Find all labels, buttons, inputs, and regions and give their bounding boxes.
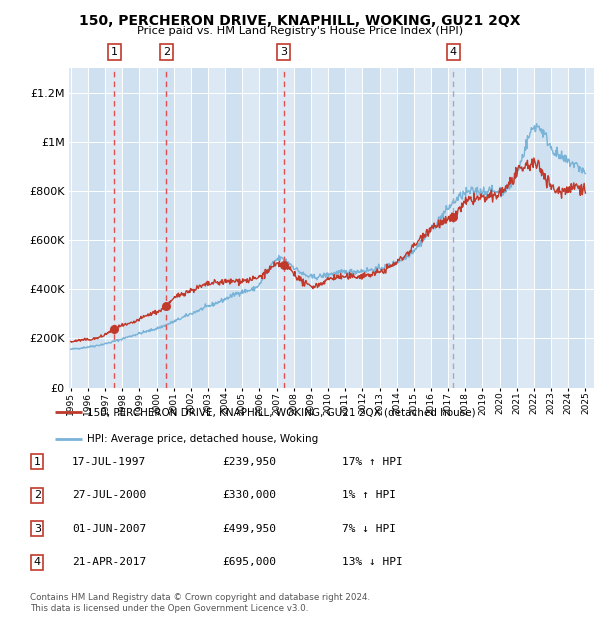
- Bar: [294, 68, 311, 388]
- Text: 3: 3: [280, 47, 287, 57]
- Text: 17% ↑ HPI: 17% ↑ HPI: [342, 457, 403, 467]
- Bar: [568, 68, 586, 388]
- Bar: [191, 68, 208, 388]
- Text: £239,950: £239,950: [222, 457, 276, 467]
- Text: 4: 4: [34, 557, 41, 567]
- Bar: [362, 68, 380, 388]
- Text: 21-APR-2017: 21-APR-2017: [72, 557, 146, 567]
- Bar: [431, 68, 448, 388]
- Bar: [88, 68, 105, 388]
- Text: 1% ↑ HPI: 1% ↑ HPI: [342, 490, 396, 500]
- Text: 7% ↓ HPI: 7% ↓ HPI: [342, 524, 396, 534]
- Text: 2: 2: [163, 47, 170, 57]
- Bar: [225, 68, 242, 388]
- Bar: [277, 68, 294, 388]
- Bar: [466, 68, 482, 388]
- Bar: [122, 68, 139, 388]
- Text: 1: 1: [34, 457, 41, 467]
- Text: £499,950: £499,950: [222, 524, 276, 534]
- Bar: [242, 68, 259, 388]
- Bar: [380, 68, 397, 388]
- Text: 2: 2: [34, 490, 41, 500]
- Bar: [414, 68, 431, 388]
- Bar: [500, 68, 517, 388]
- Text: Contains HM Land Registry data © Crown copyright and database right 2024.
This d: Contains HM Land Registry data © Crown c…: [30, 593, 370, 613]
- Text: 13% ↓ HPI: 13% ↓ HPI: [342, 557, 403, 567]
- Bar: [586, 68, 600, 388]
- Bar: [328, 68, 345, 388]
- Bar: [448, 68, 466, 388]
- Bar: [71, 68, 88, 388]
- Text: Price paid vs. HM Land Registry's House Price Index (HPI): Price paid vs. HM Land Registry's House …: [137, 26, 463, 36]
- Text: 3: 3: [34, 524, 41, 534]
- Text: 150, PERCHERON DRIVE, KNAPHILL, WOKING, GU21 2QX (detached house): 150, PERCHERON DRIVE, KNAPHILL, WOKING, …: [87, 407, 476, 417]
- Bar: [345, 68, 362, 388]
- Text: 4: 4: [450, 47, 457, 57]
- Bar: [105, 68, 122, 388]
- Bar: [551, 68, 568, 388]
- Bar: [259, 68, 277, 388]
- Text: £330,000: £330,000: [222, 490, 276, 500]
- Bar: [157, 68, 173, 388]
- Text: HPI: Average price, detached house, Woking: HPI: Average price, detached house, Woki…: [87, 435, 318, 445]
- Text: 17-JUL-1997: 17-JUL-1997: [72, 457, 146, 467]
- Bar: [482, 68, 500, 388]
- Bar: [173, 68, 191, 388]
- Text: 1: 1: [111, 47, 118, 57]
- Text: 27-JUL-2000: 27-JUL-2000: [72, 490, 146, 500]
- Bar: [139, 68, 157, 388]
- Text: £695,000: £695,000: [222, 557, 276, 567]
- Bar: [311, 68, 328, 388]
- Bar: [517, 68, 534, 388]
- Text: 150, PERCHERON DRIVE, KNAPHILL, WOKING, GU21 2QX: 150, PERCHERON DRIVE, KNAPHILL, WOKING, …: [79, 14, 521, 28]
- Text: 01-JUN-2007: 01-JUN-2007: [72, 524, 146, 534]
- Bar: [208, 68, 225, 388]
- Bar: [534, 68, 551, 388]
- Bar: [397, 68, 414, 388]
